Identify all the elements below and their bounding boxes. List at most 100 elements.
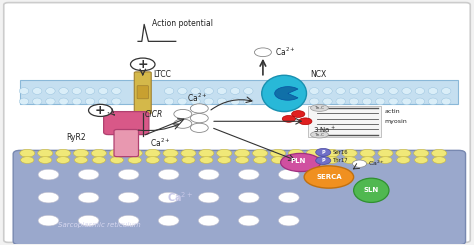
Circle shape xyxy=(199,149,214,157)
Circle shape xyxy=(191,123,208,133)
Text: Tn-C: Tn-C xyxy=(314,133,325,137)
Circle shape xyxy=(145,149,160,157)
Circle shape xyxy=(278,215,299,226)
Text: NCX: NCX xyxy=(310,70,326,79)
Circle shape xyxy=(235,149,250,157)
Ellipse shape xyxy=(349,88,358,94)
Circle shape xyxy=(56,157,70,163)
Circle shape xyxy=(272,157,284,163)
Text: Ser16: Ser16 xyxy=(333,150,348,155)
Circle shape xyxy=(271,149,285,157)
Circle shape xyxy=(397,157,410,163)
Circle shape xyxy=(174,110,192,119)
Ellipse shape xyxy=(85,98,95,105)
Text: CICR: CICR xyxy=(145,110,164,119)
Circle shape xyxy=(217,149,232,157)
Circle shape xyxy=(432,149,447,157)
Text: PLN: PLN xyxy=(291,158,306,164)
Circle shape xyxy=(282,115,295,122)
FancyBboxPatch shape xyxy=(134,72,151,114)
Circle shape xyxy=(174,119,192,128)
Text: +: + xyxy=(95,104,106,117)
Circle shape xyxy=(278,192,299,203)
Ellipse shape xyxy=(72,98,82,105)
Circle shape xyxy=(414,149,429,157)
Circle shape xyxy=(38,215,59,226)
FancyBboxPatch shape xyxy=(104,112,149,135)
Circle shape xyxy=(55,149,71,157)
Ellipse shape xyxy=(244,88,253,94)
Circle shape xyxy=(182,157,195,163)
Text: Ca$^{2+}$: Ca$^{2+}$ xyxy=(187,92,207,104)
Ellipse shape xyxy=(112,98,121,105)
Circle shape xyxy=(92,157,106,163)
Circle shape xyxy=(38,192,59,203)
Circle shape xyxy=(255,48,272,57)
Circle shape xyxy=(38,169,59,180)
Ellipse shape xyxy=(304,166,354,188)
Ellipse shape xyxy=(310,98,319,105)
Circle shape xyxy=(109,149,124,157)
Ellipse shape xyxy=(33,98,42,105)
Ellipse shape xyxy=(46,98,55,105)
Ellipse shape xyxy=(59,98,68,105)
Ellipse shape xyxy=(375,98,385,105)
Ellipse shape xyxy=(217,98,227,105)
Circle shape xyxy=(325,157,338,163)
Circle shape xyxy=(342,149,357,157)
FancyBboxPatch shape xyxy=(4,3,470,242)
Circle shape xyxy=(191,113,208,123)
Circle shape xyxy=(253,149,268,157)
Ellipse shape xyxy=(72,88,82,94)
Ellipse shape xyxy=(191,88,200,94)
Circle shape xyxy=(299,118,312,125)
Ellipse shape xyxy=(415,88,425,94)
Ellipse shape xyxy=(389,88,398,94)
Circle shape xyxy=(146,157,159,163)
Ellipse shape xyxy=(310,131,328,138)
Circle shape xyxy=(292,111,305,117)
Circle shape xyxy=(238,192,259,203)
Ellipse shape xyxy=(428,88,438,94)
Circle shape xyxy=(118,169,139,180)
Circle shape xyxy=(38,157,52,163)
Circle shape xyxy=(278,169,299,180)
FancyBboxPatch shape xyxy=(308,106,381,137)
Circle shape xyxy=(191,104,208,113)
Circle shape xyxy=(238,215,259,226)
Circle shape xyxy=(307,157,320,163)
Ellipse shape xyxy=(33,88,42,94)
Ellipse shape xyxy=(428,98,438,105)
Ellipse shape xyxy=(19,98,29,105)
Ellipse shape xyxy=(164,98,174,105)
Ellipse shape xyxy=(164,88,174,94)
FancyBboxPatch shape xyxy=(114,130,138,157)
Circle shape xyxy=(415,157,428,163)
Ellipse shape xyxy=(19,88,29,94)
Circle shape xyxy=(316,148,331,156)
Ellipse shape xyxy=(402,98,411,105)
Circle shape xyxy=(238,169,259,180)
Circle shape xyxy=(118,192,139,203)
Text: 3 Na$^+$: 3 Na$^+$ xyxy=(313,125,336,135)
Circle shape xyxy=(110,157,123,163)
Ellipse shape xyxy=(112,88,121,94)
Ellipse shape xyxy=(59,88,68,94)
Ellipse shape xyxy=(354,178,389,202)
Circle shape xyxy=(198,215,219,226)
Circle shape xyxy=(158,169,179,180)
Ellipse shape xyxy=(85,88,95,94)
Ellipse shape xyxy=(46,88,55,94)
Text: Thr17: Thr17 xyxy=(333,158,348,163)
Circle shape xyxy=(218,157,231,163)
Circle shape xyxy=(21,157,34,163)
Ellipse shape xyxy=(323,88,332,94)
Ellipse shape xyxy=(415,98,425,105)
Circle shape xyxy=(158,215,179,226)
Circle shape xyxy=(128,157,141,163)
Ellipse shape xyxy=(204,88,213,94)
Text: Ca$^{2+}$: Ca$^{2+}$ xyxy=(150,137,170,149)
Circle shape xyxy=(37,149,53,157)
Circle shape xyxy=(74,157,88,163)
Circle shape xyxy=(78,192,99,203)
